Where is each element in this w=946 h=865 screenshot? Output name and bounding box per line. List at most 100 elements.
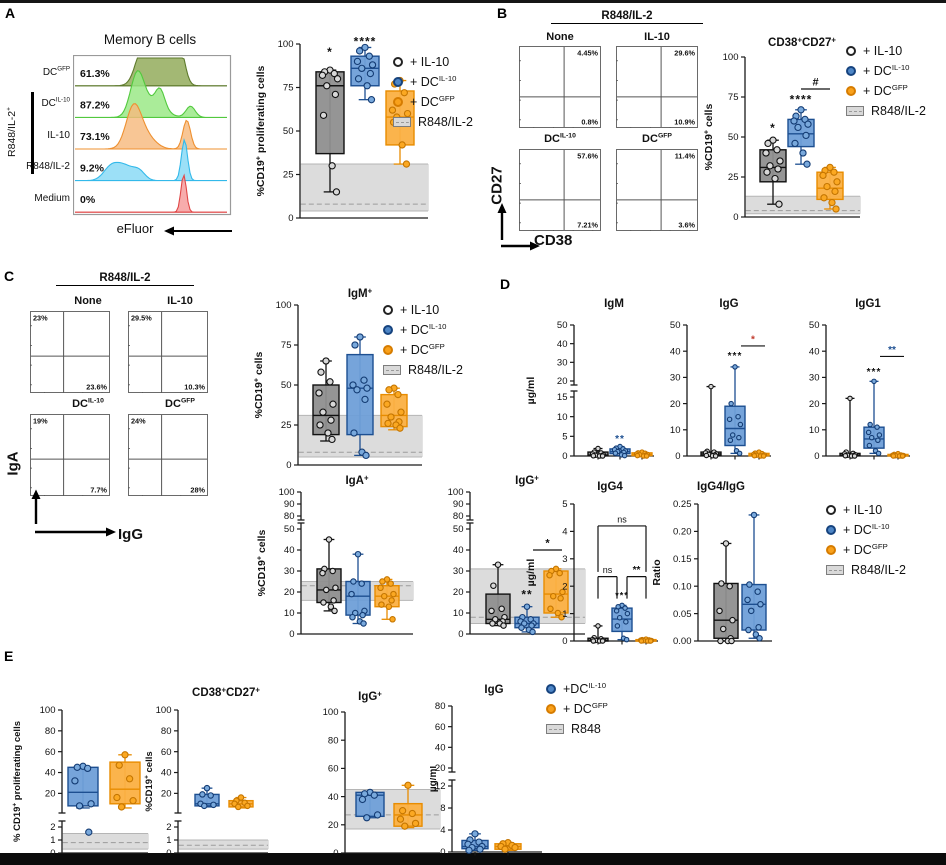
svg-text:IgG4: IgG4 <box>597 481 623 493</box>
cd38-axis-label: CD38 <box>534 232 573 249</box>
svg-text:80: 80 <box>435 701 446 712</box>
svg-text:50: 50 <box>809 320 820 331</box>
legend-item: + IL-10 <box>826 503 906 517</box>
legend-label: R848/IL-2 <box>851 563 906 577</box>
svg-text:3.6%: 3.6% <box>678 221 695 230</box>
group-marker-icon <box>393 77 403 87</box>
svg-text:20: 20 <box>45 789 56 800</box>
legend-label: + DCGFP <box>863 82 908 98</box>
group-marker-icon <box>546 704 556 714</box>
group-marker-icon <box>846 66 856 76</box>
svg-text:0: 0 <box>675 451 680 462</box>
legend-label: R848 <box>571 722 601 736</box>
svg-text:10: 10 <box>557 412 568 423</box>
legend-label: R848/IL-2 <box>408 363 463 377</box>
svg-text:%CD19+ cells: %CD19+ cells <box>144 751 156 811</box>
svg-text:0.05: 0.05 <box>673 609 692 620</box>
svg-text:60: 60 <box>328 764 339 775</box>
svg-text:ns: ns <box>617 514 627 524</box>
legend-label: + DCIL-10 <box>410 73 457 89</box>
svg-text:CD38+CD27+: CD38+CD27+ <box>768 36 836 50</box>
legend-label: + DCIL-10 <box>863 62 910 78</box>
group-marker-icon <box>393 97 403 107</box>
svg-text:75: 75 <box>283 83 294 94</box>
legend-item: R848 <box>546 722 608 736</box>
shaded-band-swatch-icon <box>846 106 864 116</box>
legend-item: + DCGFP <box>846 82 926 98</box>
legend-panel-d: + IL-10 + DCIL-10 + DCGFP R848/IL-2 <box>826 503 906 583</box>
svg-text:73.1%: 73.1% <box>80 131 110 143</box>
svg-text:40: 40 <box>809 346 820 357</box>
igg-axis-label: IgG <box>118 526 143 543</box>
svg-text:CD38+CD27+: CD38+CD27+ <box>192 686 260 700</box>
flow-plot-b-il10: 29.6% 10.9% <box>616 46 698 128</box>
legend-item: R848/IL-2 <box>383 363 463 377</box>
legend-panel-b: + IL-10 + DCIL-10 + DCGFP R848/IL-2 <box>846 44 926 124</box>
svg-text:0.15: 0.15 <box>673 554 692 565</box>
svg-text:IgG+: IgG+ <box>515 474 539 488</box>
svg-text:4: 4 <box>562 527 567 538</box>
e-igg-pos-boxplot: 0 20 40 60 80 100 IgG+ <box>323 690 441 858</box>
svg-text:10.9%: 10.9% <box>674 118 695 127</box>
group-marker-icon <box>826 545 836 555</box>
svg-text:23%: 23% <box>33 314 48 323</box>
svg-text:100: 100 <box>156 705 172 716</box>
legend-item: R848/IL-2 <box>826 563 906 577</box>
svg-text:40: 40 <box>670 346 681 357</box>
flow-plot-c-dcgfp: 24% 28% <box>128 414 208 496</box>
svg-text:1: 1 <box>166 835 171 846</box>
svg-text:60: 60 <box>45 747 56 758</box>
legend-label: + IL-10 <box>843 503 883 517</box>
svg-text:ns: ns <box>603 565 613 575</box>
group-marker-icon <box>383 345 393 355</box>
legend-item: + DCIL-10 <box>846 62 926 78</box>
legend-panel-c: + IL-10 + DCIL-10 + DCGFP R848/IL-2 <box>383 303 463 383</box>
svg-text:0.20: 0.20 <box>673 527 692 538</box>
svg-text:*: * <box>751 334 755 345</box>
svg-text:IgG: IgG <box>484 684 503 696</box>
svg-text:40: 40 <box>328 792 339 803</box>
svg-text:2: 2 <box>562 581 567 592</box>
svg-text:40: 40 <box>45 768 56 779</box>
svg-text:61.3%: 61.3% <box>80 68 110 80</box>
iga-igg-axes-arrows-icon <box>31 489 116 537</box>
flow-c-title-none: None <box>74 295 102 307</box>
svg-text:20: 20 <box>557 376 568 387</box>
legend-label: + DCIL-10 <box>400 321 447 337</box>
svg-text:IgM: IgM <box>604 298 624 310</box>
svg-text:1: 1 <box>50 835 55 846</box>
svg-text:30: 30 <box>453 566 464 577</box>
e-cd38-cd27-boxplot: 0 1 2 20 40 60 80 100 CD38+CD27+ %CD19+ cells <box>144 686 269 858</box>
svg-text:4.45%: 4.45% <box>577 49 598 58</box>
legend-item: R848/IL-2 <box>393 115 473 129</box>
svg-text:90: 90 <box>284 499 295 510</box>
svg-text:0.25: 0.25 <box>673 499 692 510</box>
legend-item: + DCGFP <box>383 342 463 357</box>
panel-d-letter: D <box>500 276 511 292</box>
svg-text:0: 0 <box>50 848 55 858</box>
r848-il2-bracket <box>31 92 34 174</box>
svg-text:80: 80 <box>453 511 464 522</box>
flow-plot-b-dcgfp: 11.4% 3.6% <box>616 149 698 231</box>
legend-label: + DCGFP <box>410 93 455 109</box>
svg-text:50: 50 <box>283 126 294 137</box>
flow-plot-c-dcil10: 19% 7.7% <box>30 414 110 496</box>
efluor-left-arrow-icon <box>164 226 232 236</box>
svg-text:11.4%: 11.4% <box>675 152 696 161</box>
svg-text:10: 10 <box>809 425 820 436</box>
legend-label: R848/IL-2 <box>871 104 926 118</box>
svg-text:0: 0 <box>814 451 819 462</box>
svg-text:%CD19+ cells: %CD19+ cells <box>256 530 269 597</box>
svg-text:75: 75 <box>281 340 292 351</box>
bottom-border-bar <box>0 853 946 865</box>
svg-text:0.00: 0.00 <box>673 636 692 647</box>
svg-text:%CD19+ proliferating cells: %CD19+ proliferating cells <box>255 65 268 196</box>
legend-panel-a: + IL-10 + DCIL-10 + DCGFP R848/IL-2 <box>393 55 473 135</box>
svg-text:10: 10 <box>670 425 681 436</box>
svg-text:20: 20 <box>328 820 339 831</box>
e-proliferation-boxplot: 0 1 2 20 40 60 80 100 % CD19+ proliferating cell… <box>12 705 149 858</box>
